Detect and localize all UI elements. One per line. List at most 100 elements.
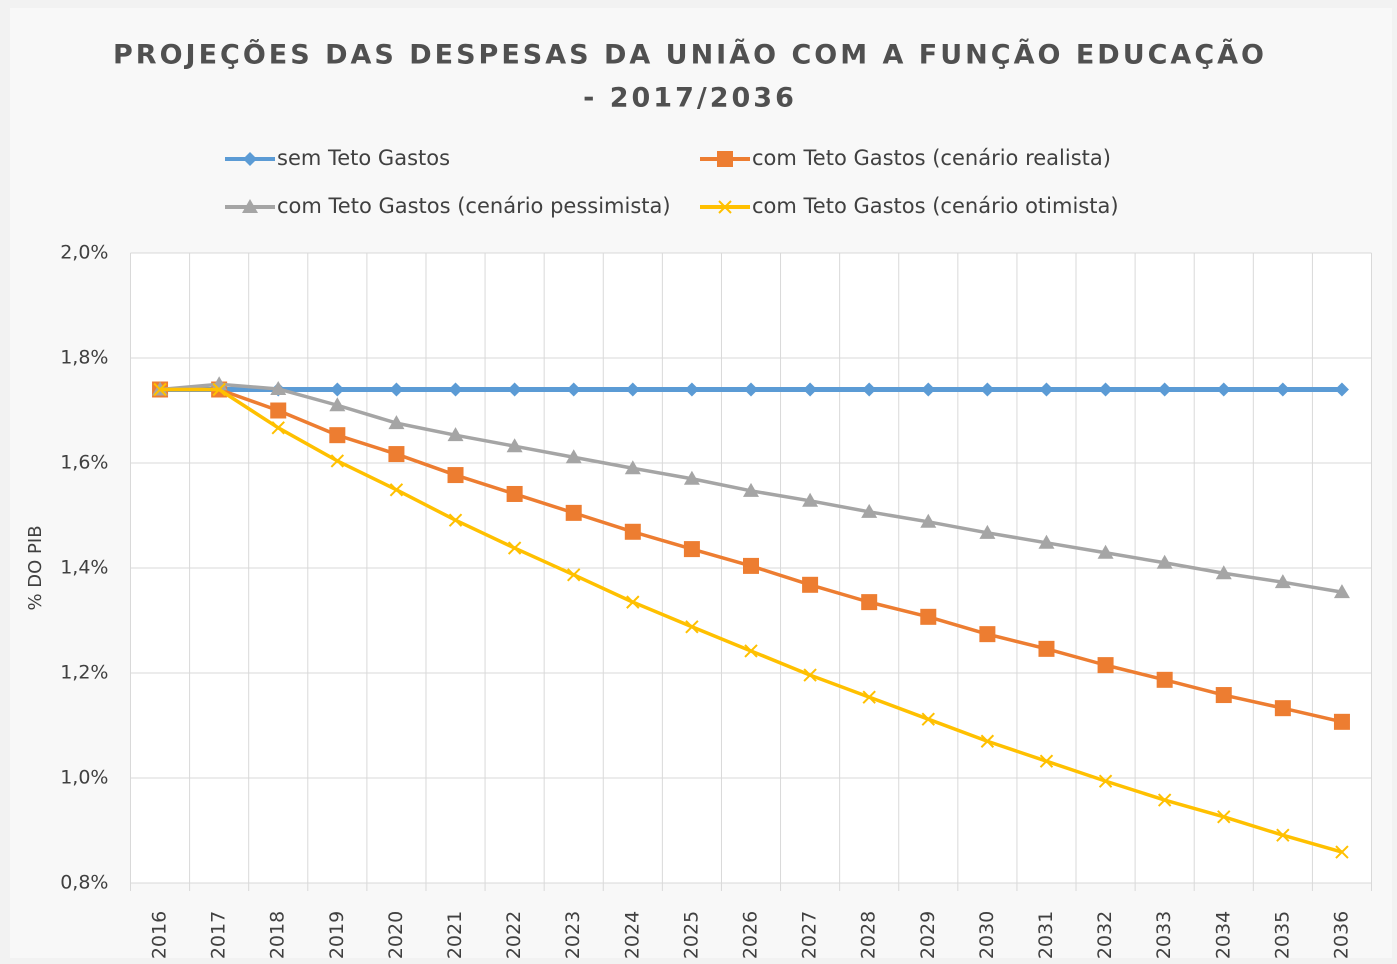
x-tick-label: 2034 — [1212, 911, 1234, 959]
marker — [921, 382, 936, 397]
marker — [1217, 810, 1231, 824]
marker — [1097, 657, 1114, 674]
marker — [447, 467, 464, 484]
marker — [979, 626, 996, 643]
marker — [802, 576, 819, 593]
x-tick-label: 2025 — [680, 911, 702, 959]
marker — [243, 152, 257, 166]
y-tick-label: 1,4% — [60, 557, 108, 579]
marker — [803, 382, 818, 397]
marker — [1276, 828, 1290, 842]
x-tick-label: 2033 — [1153, 911, 1175, 959]
marker — [980, 382, 995, 397]
x-tick-label: 2019 — [326, 911, 348, 959]
legend-label: com Teto Gastos (cenário realista) — [752, 146, 1111, 170]
marker — [1216, 382, 1231, 397]
marker — [1039, 382, 1054, 397]
marker — [565, 504, 582, 521]
marker — [507, 541, 522, 555]
marker — [270, 380, 287, 395]
y-tick-label: 1,2% — [60, 662, 108, 684]
marker — [1274, 700, 1291, 717]
marker — [1333, 584, 1350, 599]
marker — [1215, 687, 1232, 704]
chart-subtitle: - 2017/2036 — [583, 83, 797, 114]
marker — [567, 568, 581, 582]
series-markers — [152, 376, 1350, 599]
marker — [388, 415, 405, 430]
marker — [448, 382, 463, 397]
marker — [1156, 554, 1173, 569]
chart-title: PROJEÇÕES DAS DESPESAS DA UNIÃO COM A FU… — [113, 39, 1267, 71]
marker — [271, 421, 285, 435]
x-tick-label: 2035 — [1271, 911, 1293, 959]
marker — [389, 483, 404, 497]
marker — [683, 541, 700, 558]
marker — [389, 382, 404, 397]
marker — [506, 438, 523, 453]
y-tick-label: 1,8% — [60, 347, 108, 369]
marker — [330, 454, 345, 468]
marker — [626, 595, 640, 609]
marker — [683, 470, 700, 485]
marker — [448, 513, 463, 527]
marker — [242, 199, 258, 213]
y-tick-label: 2,0% — [60, 242, 108, 264]
marker — [330, 382, 345, 397]
x-tick-label: 2032 — [1094, 911, 1116, 959]
marker — [717, 151, 733, 167]
marker — [802, 492, 819, 507]
marker — [447, 427, 464, 442]
marker — [861, 503, 878, 518]
marker — [744, 382, 758, 397]
legend-label: sem Teto Gastos — [277, 146, 450, 170]
marker — [1098, 774, 1113, 788]
marker — [1098, 382, 1113, 397]
marker — [921, 712, 935, 726]
marker — [803, 668, 817, 682]
marker — [507, 382, 522, 397]
marker — [1156, 671, 1173, 688]
marker — [744, 644, 758, 658]
marker — [624, 460, 641, 475]
x-tick-label: 2016 — [149, 911, 171, 959]
marker — [1215, 565, 1232, 580]
marker — [566, 382, 581, 397]
x-tick-label: 2031 — [1035, 911, 1057, 959]
marker — [153, 382, 167, 397]
marker — [920, 608, 937, 625]
marker — [1097, 544, 1114, 559]
marker — [1157, 382, 1172, 397]
marker — [1334, 382, 1349, 397]
y-tick-label: 0,8% — [60, 872, 108, 894]
x-tick-label: 2036 — [1330, 911, 1352, 959]
y-axis-label: % DO PIB — [25, 525, 46, 610]
marker — [979, 524, 996, 539]
y-tick-label: 1,6% — [60, 452, 108, 474]
x-tick-label: 2018 — [267, 911, 289, 959]
marker — [1038, 534, 1055, 549]
marker — [1275, 382, 1290, 397]
x-tick-label: 2026 — [740, 911, 762, 959]
y-tick-label: 1,0% — [60, 767, 108, 789]
marker — [743, 482, 759, 497]
marker — [1039, 754, 1054, 768]
marker — [685, 620, 699, 634]
marker — [980, 734, 995, 748]
x-tick-label: 2028 — [858, 911, 880, 959]
marker — [270, 402, 287, 419]
marker — [565, 449, 582, 464]
marker — [388, 446, 405, 463]
legend-label: com Teto Gastos (cenário pessimista) — [277, 194, 671, 218]
marker — [862, 690, 876, 704]
marker — [718, 200, 732, 214]
marker — [743, 557, 759, 574]
marker — [862, 382, 877, 397]
marker — [861, 594, 878, 611]
series-markers — [153, 382, 1349, 859]
x-tick-label: 2022 — [503, 911, 525, 959]
marker — [1157, 793, 1172, 807]
marker — [212, 382, 226, 397]
marker — [329, 427, 346, 444]
